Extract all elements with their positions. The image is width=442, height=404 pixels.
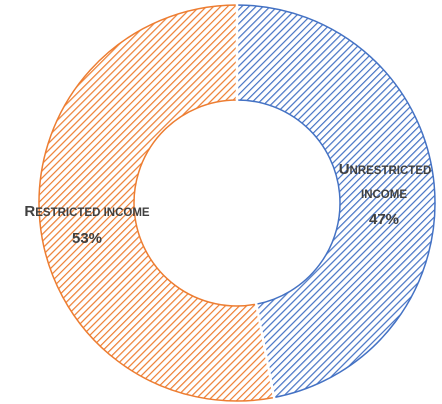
slice-value-restricted: 53% xyxy=(72,230,102,247)
slice-label-restricted-rest: ESTRICTED INCOME xyxy=(35,207,150,219)
donut-slice-1 xyxy=(38,4,275,402)
slice-label-restricted-initial: R xyxy=(24,203,35,220)
slice-label-restricted: RESTRICTED INCOME xyxy=(24,203,150,220)
slice-separator xyxy=(254,302,276,399)
slice-label-unrestricted: UNRESTRICTED xyxy=(339,161,432,178)
slice-label-unrestricted-rest: NRESTRICTED xyxy=(350,165,432,177)
donut-slice-0 xyxy=(236,4,436,399)
slice-label-unrestricted-line2: INCOME xyxy=(361,189,407,201)
slice-label-unrestricted-initial: U xyxy=(339,161,350,178)
slice-value-unrestricted: 47% xyxy=(369,211,399,228)
donut-slices xyxy=(38,4,436,402)
